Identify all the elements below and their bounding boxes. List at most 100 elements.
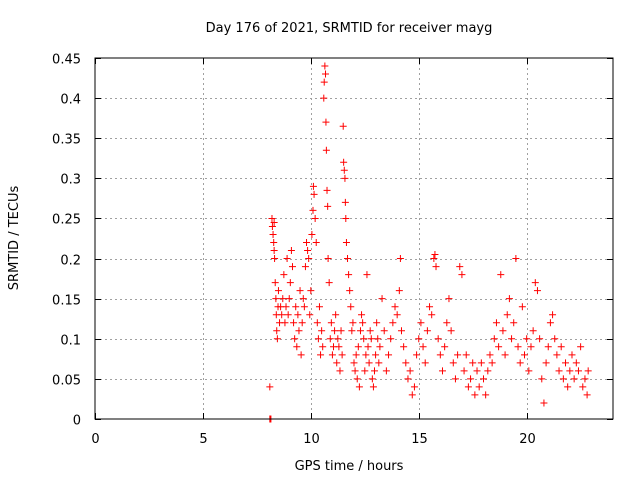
data-point <box>269 230 277 238</box>
data-point <box>351 367 359 375</box>
data-point <box>355 383 363 391</box>
data-point <box>294 311 302 319</box>
data-point <box>346 287 354 295</box>
data-point <box>389 319 397 327</box>
data-point <box>523 335 531 343</box>
data-point <box>353 375 361 383</box>
data-point <box>271 255 279 263</box>
chart-title: Day 176 of 2021, SRMTID for receiver may… <box>206 21 493 36</box>
data-point <box>279 295 287 303</box>
data-point <box>464 383 472 391</box>
data-point <box>413 351 421 359</box>
data-point <box>432 263 440 271</box>
data-point <box>406 367 414 375</box>
data-point <box>443 319 451 327</box>
data-point <box>376 343 384 351</box>
data-point <box>341 174 349 182</box>
data-point <box>366 327 374 335</box>
y-tick-label: 0.2 <box>60 254 81 269</box>
data-point <box>531 279 539 287</box>
data-point <box>397 327 405 335</box>
data-point <box>584 367 592 375</box>
data-point <box>268 222 276 230</box>
data-point <box>371 367 379 375</box>
data-point <box>291 335 299 343</box>
data-point <box>334 335 342 343</box>
data-point <box>328 351 336 359</box>
data-point <box>373 319 381 327</box>
data-point <box>434 335 442 343</box>
data-point <box>503 311 511 319</box>
data-point <box>325 279 333 287</box>
data-point <box>342 214 350 222</box>
data-point <box>486 351 494 359</box>
data-point <box>436 351 444 359</box>
data-point <box>391 303 399 311</box>
data-point <box>393 311 401 319</box>
y-tick-label: 0.05 <box>52 374 81 389</box>
data-point <box>574 367 582 375</box>
data-point <box>365 359 373 367</box>
data-point <box>518 303 526 311</box>
data-point <box>324 255 332 263</box>
y-tick-label: 0.3 <box>60 173 81 188</box>
data-point <box>306 311 314 319</box>
data-point <box>492 319 500 327</box>
data-point <box>335 343 343 351</box>
data-point <box>521 351 529 359</box>
data-point <box>430 255 438 263</box>
data-point <box>350 359 358 367</box>
data-point <box>356 327 364 335</box>
data-point <box>286 279 294 287</box>
data-point <box>445 295 453 303</box>
data-point <box>583 391 591 399</box>
data-point <box>273 327 281 335</box>
data-point <box>320 78 328 86</box>
data-point <box>555 367 563 375</box>
data-point <box>579 383 587 391</box>
x-axis-label: GPS time / hours <box>295 459 404 474</box>
data-point <box>369 383 377 391</box>
data-point <box>326 335 334 343</box>
data-point <box>458 271 466 279</box>
data-point <box>473 367 481 375</box>
data-point <box>266 383 274 391</box>
data-point <box>431 251 439 259</box>
data-point <box>525 367 533 375</box>
x-tick-labels: 0 5 10 15 20 <box>91 432 535 447</box>
data-point <box>568 351 576 359</box>
data-point <box>533 287 541 295</box>
data-point <box>352 351 360 359</box>
y-tick-labels: 0 0.05 0.1 0.15 0.2 0.25 0.3 0.35 0.4 0.45 <box>52 53 81 429</box>
data-point <box>501 351 509 359</box>
data-point <box>387 335 395 343</box>
data-point <box>309 182 317 190</box>
data-point <box>301 263 309 271</box>
data-point <box>345 271 353 279</box>
y-axis-label: SRMTID / TECUs <box>7 186 22 291</box>
data-point <box>527 343 535 351</box>
data-point <box>361 367 369 375</box>
data-point <box>538 375 546 383</box>
data-point <box>467 375 475 383</box>
data-point <box>358 311 366 319</box>
data-point <box>566 367 574 375</box>
data-point <box>456 263 464 271</box>
data-point <box>303 239 311 247</box>
data-point <box>332 311 340 319</box>
data-point <box>364 343 372 351</box>
data-point <box>274 287 282 295</box>
data-point <box>362 351 370 359</box>
data-point <box>423 327 431 335</box>
data-point <box>285 295 293 303</box>
data-points <box>266 62 592 423</box>
data-point <box>510 319 518 327</box>
data-point <box>477 359 485 367</box>
x-tick-label: 0 <box>91 432 99 447</box>
data-point <box>451 375 459 383</box>
data-point <box>333 359 341 367</box>
data-point <box>280 271 288 279</box>
data-point <box>281 319 289 327</box>
